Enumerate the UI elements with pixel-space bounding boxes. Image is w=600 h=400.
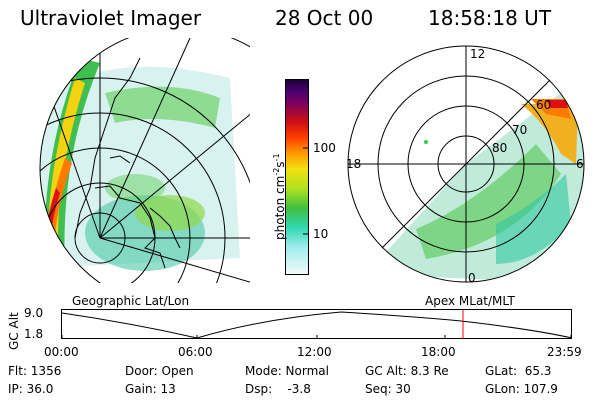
mlat-label-60: 60	[536, 98, 551, 112]
geographic-panel-label: Geographic Lat/Lon	[72, 294, 190, 308]
altitude-xtick-1: 06:00	[178, 345, 213, 359]
altitude-ytick-bottom: 1.8	[24, 327, 44, 341]
colorbar-tick-100: 100	[313, 141, 336, 155]
unit-s: s	[273, 161, 287, 168]
altitude-ytick-top: 9.0	[24, 306, 44, 320]
color-bar	[285, 79, 309, 275]
mlt-label-18: 18	[346, 157, 361, 171]
door-status: Door: Open	[125, 364, 194, 378]
altitude-ylabel: GC Alt	[7, 312, 21, 350]
colorbar-tick-10: 10	[313, 227, 329, 241]
polar-mlat-mlt-plot: 12 18 6 0 60 70 80	[346, 45, 585, 284]
altitude-xtick-4: 23:59	[547, 345, 582, 359]
unit-exp1: -2	[272, 167, 281, 176]
gain-value: Gain: 13	[125, 382, 176, 396]
mlt-label-12: 12	[470, 47, 485, 61]
altitude-xtick-0: 00:00	[44, 345, 79, 359]
altitude-xtick-3: 18:00	[421, 345, 456, 359]
mlt-label-0: 0	[468, 271, 476, 284]
gc-altitude: GC Alt: 8.3 Re	[365, 364, 449, 378]
geographic-latitude: GLat: 65.3	[485, 364, 552, 378]
mlt-label-6: 6	[576, 157, 584, 171]
flight-number: Flt: 1356	[8, 364, 62, 378]
unit-text: photon cm	[273, 175, 287, 240]
ip-value: IP: 36.0	[8, 382, 54, 396]
altitude-plot	[61, 309, 573, 339]
observation-time: 18:58:18 UT	[428, 6, 552, 30]
observation-date: 28 Oct 00	[275, 6, 374, 30]
dsp-value: Dsp: -3.8	[245, 382, 311, 396]
altitude-xtick-2: 12:00	[297, 345, 332, 359]
sequence-number: Seq: 30	[365, 382, 411, 396]
mode-value: Mode: Normal	[245, 364, 329, 378]
mlat-label-70: 70	[512, 123, 527, 137]
mlat-label-80: 80	[492, 141, 507, 155]
altitude-curve	[61, 311, 573, 339]
unit-exp2: -1	[272, 153, 281, 162]
polar-panel-label: Apex MLat/MLT	[425, 294, 515, 308]
geographic-image	[39, 38, 250, 283]
geographic-longitude: GLon: 107.9	[485, 382, 558, 396]
instrument-title: Ultraviolet Imager	[20, 6, 202, 30]
colorbar-unit-label: photon cm-2s-1	[272, 153, 287, 240]
